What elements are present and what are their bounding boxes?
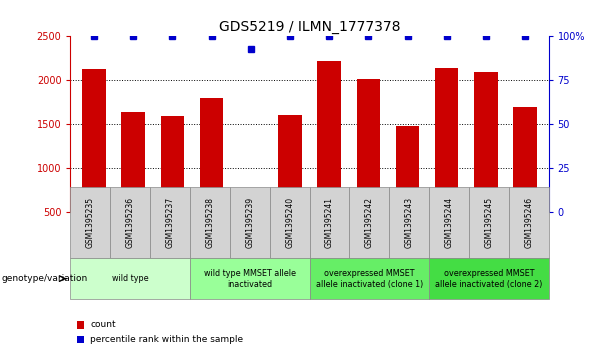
Bar	[357, 79, 380, 212]
Text: GSM1395235: GSM1395235	[86, 197, 95, 248]
Text: GSM1395236: GSM1395236	[126, 197, 135, 248]
Bar	[474, 72, 498, 212]
Text: GSM1395246: GSM1395246	[524, 197, 533, 248]
Text: GSM1395239: GSM1395239	[245, 197, 254, 248]
Bar	[278, 115, 302, 212]
Bar	[161, 117, 184, 212]
Text: GSM1395241: GSM1395241	[325, 197, 334, 248]
Bar	[435, 68, 459, 212]
Text: GSM1395240: GSM1395240	[285, 197, 294, 248]
Bar	[121, 112, 145, 212]
Text: GSM1395244: GSM1395244	[444, 197, 454, 248]
Text: genotype/variation: genotype/variation	[1, 274, 88, 283]
Bar	[200, 98, 223, 212]
Bar	[82, 69, 106, 212]
Title: GDS5219 / ILMN_1777378: GDS5219 / ILMN_1777378	[219, 20, 400, 34]
Text: wild type MMSET allele
inactivated: wild type MMSET allele inactivated	[204, 269, 296, 289]
Text: GSM1395245: GSM1395245	[484, 197, 493, 248]
Text: count: count	[90, 320, 116, 329]
Text: GSM1395242: GSM1395242	[365, 197, 374, 248]
Text: overexpressed MMSET
allele inactivated (clone 2): overexpressed MMSET allele inactivated (…	[435, 269, 543, 289]
Bar	[239, 189, 262, 212]
Text: GSM1395238: GSM1395238	[205, 197, 215, 248]
Text: percentile rank within the sample: percentile rank within the sample	[90, 335, 243, 344]
Text: GSM1395243: GSM1395243	[405, 197, 414, 248]
Bar	[318, 61, 341, 212]
Text: GSM1395237: GSM1395237	[166, 197, 175, 248]
Text: wild type: wild type	[112, 274, 148, 283]
Text: overexpressed MMSET
allele inactivated (clone 1): overexpressed MMSET allele inactivated (…	[316, 269, 423, 289]
Bar	[513, 107, 537, 212]
Bar	[396, 126, 419, 212]
